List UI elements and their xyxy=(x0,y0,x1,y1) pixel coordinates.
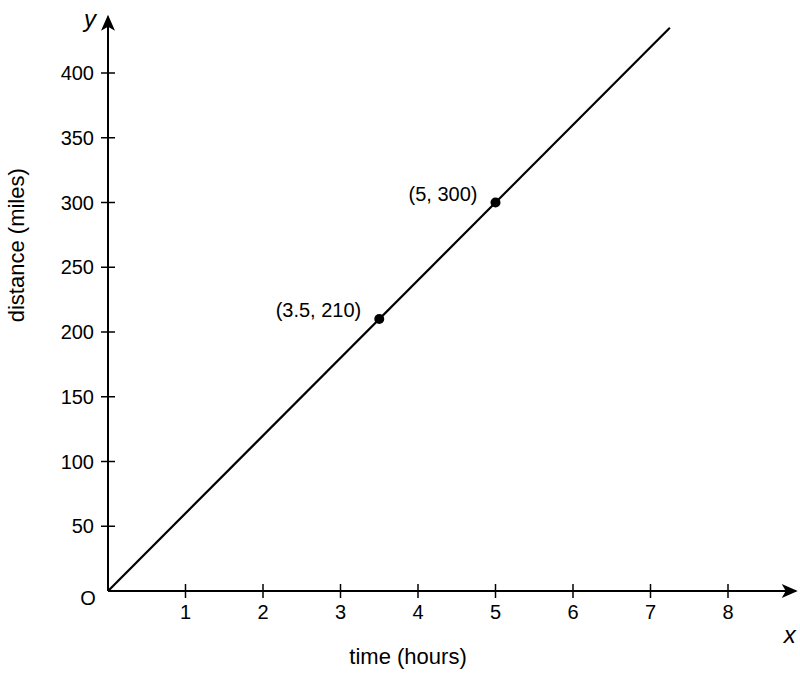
x-axis-title: time (hours) xyxy=(349,644,466,669)
y-tick xyxy=(101,526,115,528)
x-tick xyxy=(650,584,652,598)
x-tick xyxy=(495,584,497,598)
data-point xyxy=(374,314,384,324)
y-tick-label: 400 xyxy=(61,62,94,84)
y-axis xyxy=(107,17,109,591)
y-tick-label: 50 xyxy=(72,515,94,537)
chart: 1 2 3 4 5 6 7 8 50 100 150 200 250 300 350 400 Oy x time (… xyxy=(0,0,800,673)
y-tick xyxy=(101,331,115,333)
x-axis xyxy=(108,590,796,592)
x-tick xyxy=(417,584,419,598)
y-tick-label: 200 xyxy=(61,321,94,343)
x-tick xyxy=(340,584,342,598)
y-tick xyxy=(101,396,115,398)
y-axis-letter: y xyxy=(82,5,98,32)
x-tick-label: 6 xyxy=(567,601,578,623)
y-tick xyxy=(101,267,115,269)
y-axis-arrow xyxy=(101,15,115,31)
point-label: (5, 300) xyxy=(409,183,478,205)
x-tick xyxy=(727,584,729,598)
x-tick-label: 8 xyxy=(722,601,733,623)
origin-label: O xyxy=(80,587,96,609)
y-tick-label: 250 xyxy=(61,256,94,278)
y-tick-label: 350 xyxy=(61,127,94,149)
x-tick-label: 4 xyxy=(412,601,423,623)
data-point xyxy=(491,198,501,208)
x-axis-arrow xyxy=(782,584,798,598)
y-tick xyxy=(101,202,115,204)
x-tick-label: 3 xyxy=(335,601,346,623)
x-tick xyxy=(185,584,187,598)
x-tick-label: 5 xyxy=(490,601,501,623)
y-tick xyxy=(101,461,115,463)
x-tick xyxy=(262,584,264,598)
data-line xyxy=(108,28,670,591)
y-tick-label: 100 xyxy=(61,451,94,473)
y-tick xyxy=(101,137,115,139)
x-tick-label: 2 xyxy=(257,601,268,623)
y-tick xyxy=(101,72,115,74)
y-tick-label: 300 xyxy=(61,192,94,214)
y-axis-title: distance (miles) xyxy=(4,168,29,322)
x-tick-label: 1 xyxy=(180,601,191,623)
plot-area xyxy=(108,28,670,591)
x-tick-label: 7 xyxy=(645,601,656,623)
x-axis-letter: x xyxy=(783,621,797,648)
point-label: (3.5, 210) xyxy=(276,299,362,321)
y-tick-label: 150 xyxy=(61,386,94,408)
x-tick xyxy=(572,584,574,598)
